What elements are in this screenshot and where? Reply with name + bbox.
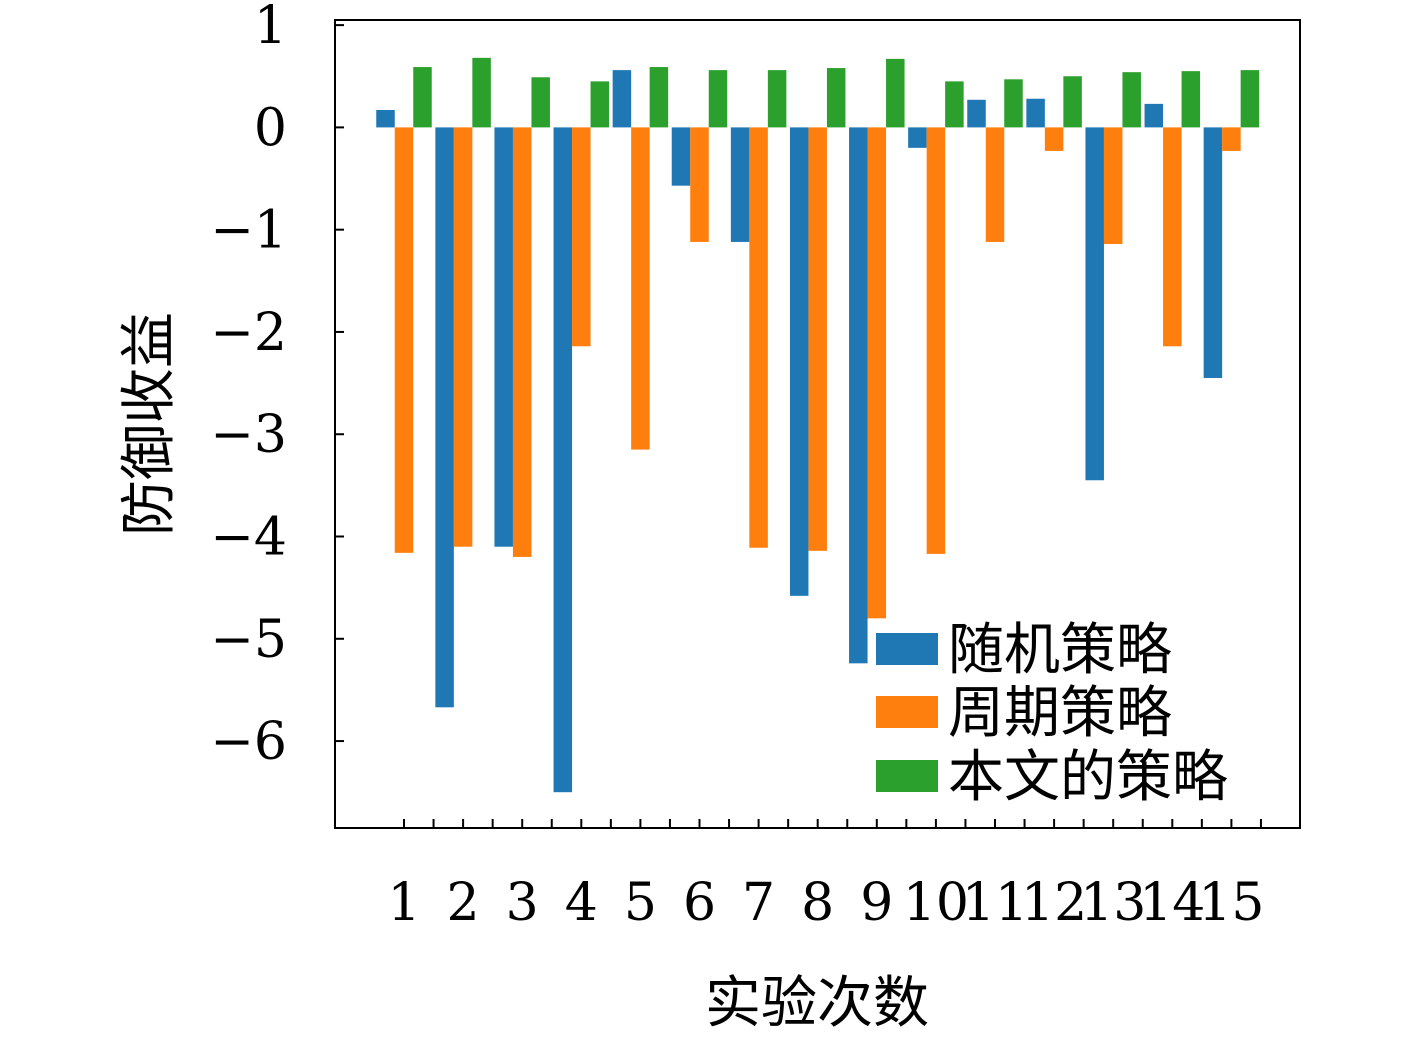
bar-3-8	[826, 68, 846, 128]
bar-3-11	[1004, 79, 1023, 128]
bar-1-4	[553, 127, 573, 793]
legend-swatch-3	[876, 760, 938, 792]
bar-3-10	[945, 81, 964, 128]
bar-1-12	[1026, 98, 1045, 128]
bar-1-6	[671, 127, 691, 186]
y-axis-title: 防御收益	[117, 312, 182, 536]
bar-2-15	[1222, 127, 1241, 151]
bar-2-8	[808, 127, 827, 551]
x-tick-label: 5	[624, 873, 657, 933]
bar-1-9	[849, 127, 868, 664]
bar-3-4	[590, 81, 610, 128]
bar-3-1	[413, 67, 432, 128]
legend-label-2: 周期策略	[948, 681, 1172, 746]
legend-swatch-1	[876, 633, 938, 665]
bar-3-14	[1181, 71, 1201, 128]
y-axis: 1 0 −1 −2 −3 −4 −5 −6	[210, 0, 344, 772]
x-tick-label: 2	[447, 873, 480, 933]
x-tick-label: 6	[683, 873, 716, 933]
bar-2-10	[926, 127, 946, 554]
x-tick-label: 9	[860, 873, 893, 933]
x-tick-label: 3	[506, 873, 539, 933]
bars-layer	[376, 57, 1260, 793]
bar-3-12	[1063, 76, 1082, 128]
bar-2-12	[1044, 127, 1064, 151]
bar-1-11	[967, 99, 986, 128]
bar-2-5	[631, 127, 650, 450]
bar-2-1	[394, 127, 414, 553]
legend-swatch-2	[876, 696, 938, 728]
x-tick-label: 12	[1021, 873, 1087, 933]
bar-1-3	[494, 127, 513, 547]
bar-2-3	[512, 127, 532, 557]
y-tick-label: −4	[210, 508, 287, 568]
bar-1-8	[789, 127, 809, 596]
x-tick-label: 15	[1198, 873, 1264, 933]
x-tick-label: 11	[962, 873, 1028, 933]
bar-1-7	[730, 127, 750, 242]
x-tick-label: 7	[742, 873, 775, 933]
bar-3-7	[767, 70, 787, 128]
bar-3-6	[708, 70, 728, 128]
y-tick-label: 0	[254, 98, 287, 158]
bar-3-5	[649, 67, 669, 128]
bar-2-2	[453, 127, 473, 547]
bar-3-3	[531, 77, 550, 128]
bar-2-9	[867, 127, 887, 619]
bar-2-14	[1163, 127, 1182, 347]
y-tick-label: −1	[210, 201, 287, 261]
x-tick-label: 1	[387, 873, 420, 933]
x-tick-label: 13	[1080, 873, 1146, 933]
legend-label-1: 随机策略	[948, 618, 1172, 683]
bar-2-13	[1103, 127, 1123, 244]
bar-2-11	[985, 127, 1005, 242]
bar-1-13	[1085, 127, 1104, 481]
bar-2-6	[690, 127, 709, 242]
y-tick-label: −6	[210, 712, 287, 772]
bar-2-4	[572, 127, 591, 347]
bar-3-15	[1240, 70, 1260, 128]
bar-3-2	[472, 57, 491, 128]
bar-1-15	[1203, 127, 1223, 378]
x-tick-label: 4	[565, 873, 598, 933]
x-axis-title: 实验次数	[705, 971, 929, 1036]
bar-1-14	[1144, 103, 1164, 128]
bar-2-7	[749, 127, 768, 548]
y-tick-label: −5	[210, 610, 287, 670]
bar-3-9	[886, 58, 905, 128]
bar-1-10	[908, 127, 927, 148]
y-tick-label: 1	[254, 0, 287, 56]
legend-label-3: 本文的策略	[948, 745, 1228, 810]
y-tick-label: −2	[210, 303, 287, 363]
y-tick-label: −3	[210, 405, 287, 465]
bar-1-2	[435, 127, 454, 708]
x-tick-label: 8	[801, 873, 834, 933]
bar-1-5	[612, 70, 632, 128]
bar-3-13	[1122, 72, 1141, 128]
x-tick-label: 10	[903, 873, 969, 933]
x-tick-label: 14	[1139, 873, 1205, 933]
bar-1-1	[376, 110, 395, 128]
